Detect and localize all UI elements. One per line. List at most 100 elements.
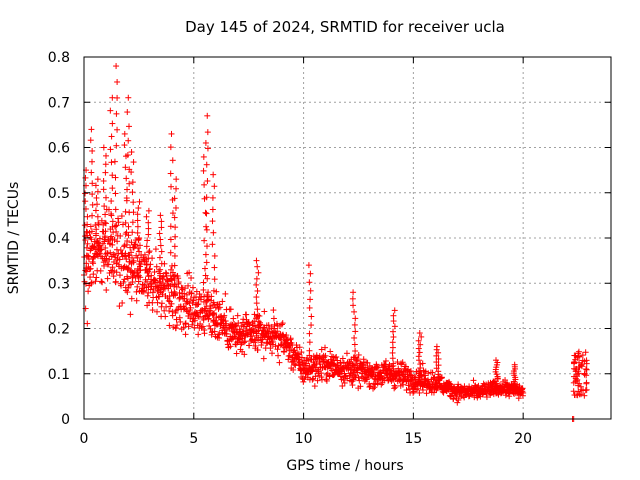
data-point <box>88 279 95 286</box>
data-point <box>376 369 383 376</box>
data-point <box>102 228 109 235</box>
data-point <box>202 272 209 279</box>
data-point <box>241 339 248 346</box>
data-point <box>403 387 410 394</box>
data-point <box>112 278 119 285</box>
data-point <box>133 297 140 304</box>
data-point <box>355 351 362 358</box>
data-point <box>98 278 105 285</box>
data-point <box>267 345 274 352</box>
data-point <box>116 303 123 310</box>
data-point <box>238 341 245 348</box>
data-point <box>117 232 124 239</box>
data-point <box>399 359 406 366</box>
data-point <box>171 283 178 290</box>
data-point <box>373 364 380 371</box>
data-point <box>200 316 207 323</box>
data-point <box>322 352 329 359</box>
data-point <box>109 185 116 192</box>
data-point <box>109 241 116 248</box>
data-point <box>227 343 234 350</box>
data-point <box>146 248 153 255</box>
data-point <box>94 213 101 220</box>
data-point <box>215 331 222 338</box>
data-point <box>94 201 101 208</box>
data-point <box>116 256 123 263</box>
data-point <box>188 311 195 318</box>
data-point <box>101 203 108 210</box>
data-point <box>185 323 192 330</box>
data-point <box>165 297 172 304</box>
data-point <box>195 331 202 338</box>
data-point <box>392 384 399 391</box>
data-point <box>89 147 96 154</box>
data-point <box>100 144 107 151</box>
data-point <box>402 363 409 370</box>
data-point <box>109 264 116 271</box>
data-point <box>156 293 163 300</box>
data-point <box>188 290 195 297</box>
data-point <box>162 313 169 320</box>
data-point <box>159 291 166 298</box>
data-point <box>87 265 94 272</box>
data-point <box>298 349 305 356</box>
data-point <box>371 384 378 391</box>
data-point <box>363 376 370 383</box>
data-point <box>311 383 318 390</box>
data-point <box>103 194 110 201</box>
data-point <box>232 334 239 341</box>
data-point <box>152 246 159 253</box>
data-point <box>147 286 154 293</box>
data-point <box>198 294 205 301</box>
data-point <box>194 301 201 308</box>
data-point <box>394 359 401 366</box>
data-point <box>121 276 128 283</box>
data-point <box>180 324 187 331</box>
data-point <box>94 176 101 183</box>
data-point <box>339 383 346 390</box>
data-point <box>93 238 100 245</box>
data-point <box>87 274 94 281</box>
data-point <box>185 310 192 317</box>
data-point <box>312 373 319 380</box>
data-point <box>205 289 212 296</box>
data-point <box>113 228 120 235</box>
data-point <box>154 308 161 315</box>
data-point <box>410 389 417 396</box>
data-point <box>98 217 105 224</box>
data-point <box>163 303 170 310</box>
data-point <box>153 263 160 270</box>
data-point <box>187 296 194 303</box>
data-point <box>425 370 432 377</box>
data-point <box>174 322 181 329</box>
data-point <box>164 278 171 285</box>
data-point <box>84 240 91 247</box>
data-point <box>219 317 226 324</box>
data-point <box>299 361 306 368</box>
data-point <box>151 268 158 275</box>
data-point <box>270 315 277 322</box>
data-point <box>87 137 94 144</box>
data-point <box>265 322 272 329</box>
data-point <box>88 228 95 235</box>
data-point <box>120 278 127 285</box>
data-point <box>391 382 398 389</box>
data-point <box>318 374 325 381</box>
data-point <box>296 344 303 351</box>
data-point <box>102 220 109 227</box>
data-point <box>134 283 141 290</box>
data-point <box>290 366 297 373</box>
data-point <box>194 313 201 320</box>
data-point <box>296 361 303 368</box>
data-point <box>93 194 100 201</box>
data-point <box>121 243 128 250</box>
grid-lines <box>84 57 611 419</box>
data-point <box>176 314 183 321</box>
data-point <box>274 328 281 335</box>
data-point <box>300 378 307 385</box>
data-point <box>172 309 179 316</box>
data-point <box>108 233 115 240</box>
data-point <box>93 226 100 233</box>
data-point <box>211 310 218 317</box>
data-point <box>109 218 116 225</box>
